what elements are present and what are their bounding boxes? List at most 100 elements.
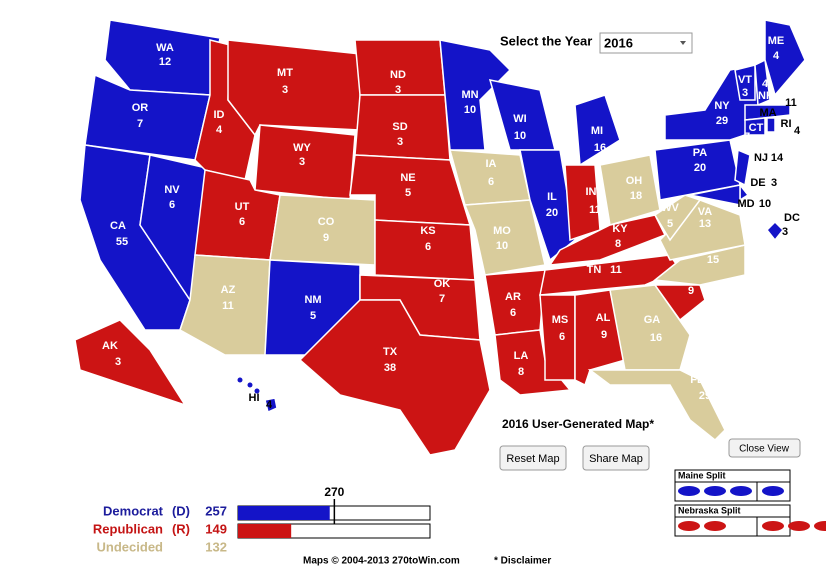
state[interactable] [463, 199, 546, 276]
island [247, 382, 253, 388]
close-view-button[interactable] [728, 438, 801, 458]
state-abbr: OH [626, 175, 643, 187]
year-value[interactable]: 2016 [604, 35, 633, 50]
state[interactable] [564, 164, 601, 242]
state-abbr: IL [547, 191, 557, 203]
district-oval[interactable] [788, 521, 810, 531]
district-oval[interactable] [814, 521, 826, 531]
state-votes: 11 [589, 204, 601, 216]
state-votes: 6 [239, 216, 245, 228]
share-map-label[interactable]: Share Map [589, 453, 643, 465]
state[interactable] [744, 104, 791, 121]
state-votes: 16 [594, 142, 606, 154]
state-abbr: MS [552, 314, 569, 326]
dropdown-arrow [680, 41, 686, 45]
vote-bar [238, 506, 330, 520]
state[interactable] [734, 64, 756, 101]
state-abbr: PA [693, 147, 708, 159]
state[interactable] [766, 117, 776, 133]
state-abbr: MN [461, 89, 478, 101]
district-oval[interactable] [762, 486, 784, 496]
state[interactable] [653, 244, 746, 286]
state-votes: 9 [323, 232, 329, 244]
close-view-label[interactable]: Close View [739, 444, 790, 455]
state-votes: 12 [159, 56, 171, 68]
state-votes: 3 [115, 356, 121, 368]
share-map-button[interactable] [582, 445, 650, 471]
district-oval[interactable] [730, 486, 752, 496]
state-votes: 3 [299, 156, 305, 168]
district-oval[interactable] [762, 521, 784, 531]
state[interactable] [539, 294, 576, 381]
maine-split-title: Maine Split [678, 470, 726, 480]
state[interactable] [269, 194, 376, 266]
state[interactable] [744, 117, 766, 136]
state[interactable] [689, 184, 741, 206]
state-votes: 4 [216, 124, 223, 136]
state-abbr: WA [156, 42, 174, 54]
state[interactable] [609, 284, 691, 371]
party-name: Republican [93, 521, 163, 536]
state[interactable] [765, 220, 785, 242]
party-votes: 132 [205, 539, 227, 554]
state-abbr: AZ [221, 284, 236, 296]
island [237, 377, 243, 383]
party-abbr: (D) [172, 503, 190, 518]
state-abbr: WY [293, 142, 311, 154]
state[interactable] [439, 39, 512, 151]
district-oval[interactable] [704, 521, 726, 531]
state-abbr: UT [235, 201, 250, 213]
nebraska-split-box [674, 504, 791, 537]
state-abbr: MT [277, 67, 293, 79]
state[interactable] [587, 369, 726, 442]
state-abbr: MI [591, 125, 603, 137]
state-abbr: NH [758, 90, 774, 102]
state-abbr: KS [420, 225, 435, 237]
state[interactable] [734, 148, 751, 187]
select-label: Select the Year [500, 33, 592, 48]
vote-bar [238, 524, 292, 538]
state[interactable] [227, 39, 371, 137]
state-votes: 6 [425, 241, 431, 253]
state[interactable] [298, 299, 491, 456]
state-votes: 7 [744, 131, 750, 143]
state-abbr: LA [514, 350, 529, 362]
state-votes: 14 [771, 152, 784, 164]
state-abbr: GA [644, 314, 661, 326]
state[interactable] [548, 214, 667, 266]
state-abbr: NY [714, 100, 730, 112]
state[interactable] [74, 319, 187, 407]
state[interactable] [264, 397, 278, 414]
year-select[interactable] [599, 32, 693, 54]
threshold-label: 270 [324, 485, 344, 499]
state[interactable] [653, 194, 702, 242]
state-votes: 5 [405, 187, 411, 199]
state-abbr: OK [434, 278, 451, 290]
state-votes: 18 [630, 190, 642, 202]
state[interactable] [574, 94, 621, 167]
state[interactable] [754, 58, 771, 107]
state-abbr: MD [737, 198, 754, 210]
state-abbr: CO [318, 216, 335, 228]
state-votes: 16 [650, 332, 662, 344]
district-oval[interactable] [704, 486, 726, 496]
party-votes: 257 [205, 503, 227, 518]
state-abbr: ND [390, 69, 406, 81]
district-oval[interactable] [678, 521, 700, 531]
state-abbr: CA [110, 220, 126, 232]
state-abbr: OR [132, 102, 149, 114]
reset-map-button[interactable] [499, 445, 567, 471]
state-abbr: MA [759, 107, 776, 119]
state[interactable] [764, 19, 806, 97]
state-votes: 6 [559, 331, 565, 343]
reset-map-label[interactable]: Reset Map [506, 453, 559, 465]
state-votes: 3 [395, 84, 401, 96]
state-abbr: FL [690, 374, 704, 386]
state-votes: 11 [222, 300, 234, 312]
state-abbr: WI [513, 113, 526, 125]
state[interactable] [653, 284, 706, 322]
state-votes: 20 [546, 207, 558, 219]
disclaimer[interactable]: * Disclaimer [494, 556, 551, 567]
state[interactable] [599, 154, 661, 226]
district-oval[interactable] [678, 486, 700, 496]
